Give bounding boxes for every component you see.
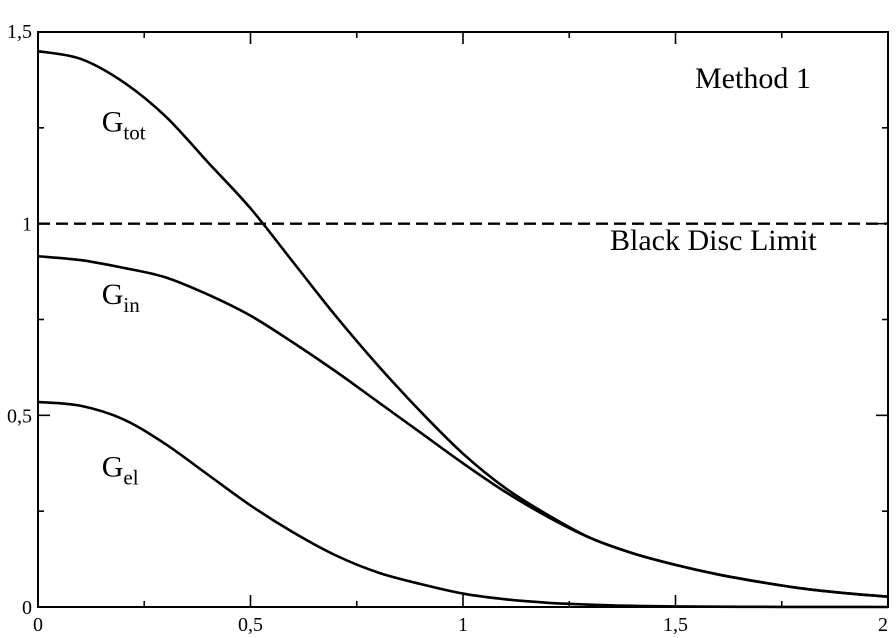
x-tick-label: 1,5 <box>663 614 688 636</box>
g-in-label: Gin <box>102 278 141 317</box>
y-tick-label: 0 <box>22 597 32 619</box>
method-label: Method 1 <box>695 62 811 95</box>
y-tick-label: 1,5 <box>7 21 32 43</box>
black-disc-limit-label: Black Disc Limit <box>610 224 817 257</box>
g-in-main: G <box>102 278 124 311</box>
y-tick-label: 1 <box>22 214 32 236</box>
g-tot-main: G <box>102 106 124 139</box>
x-tick-label: 1 <box>458 614 468 636</box>
curves-group <box>37 49 889 609</box>
x-tick-label: 2 <box>878 614 888 636</box>
g-tot-subscript: tot <box>123 121 145 145</box>
g-el-main: G <box>102 451 124 484</box>
series-line-g-el <box>37 400 889 609</box>
axis-ticks: 0 0,5 1 1,5 2 0 0,5 1 1,5 <box>7 21 889 636</box>
x-tick-label: 0 <box>33 614 43 636</box>
series-line-g-tot <box>37 49 889 598</box>
g-el-subscript: el <box>123 466 138 490</box>
y-tick-label: 0,5 <box>7 405 32 427</box>
x-tick-label: 0,5 <box>238 614 263 636</box>
g-tot-label: Gtot <box>102 106 146 145</box>
series-line-g-in <box>37 254 889 598</box>
plot-frame <box>37 31 889 608</box>
g-el-label: Gel <box>102 451 139 490</box>
g-in-subscript: in <box>123 293 140 317</box>
